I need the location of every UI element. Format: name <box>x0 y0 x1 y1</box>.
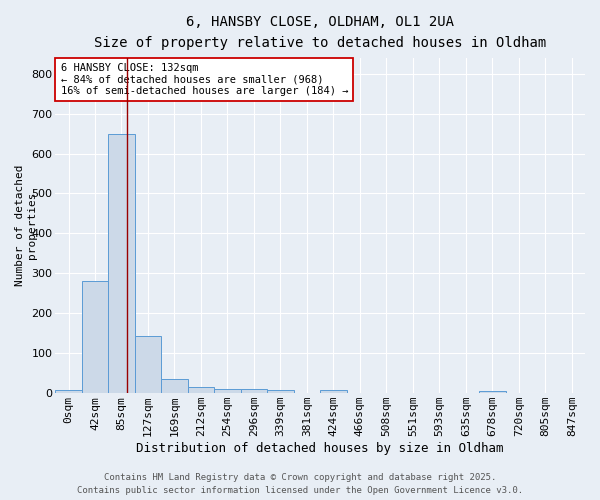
Bar <box>214 389 241 393</box>
Bar <box>82 282 108 393</box>
Y-axis label: Number of detached
properties: Number of detached properties <box>15 164 37 286</box>
Text: Contains HM Land Registry data © Crown copyright and database right 2025.
Contai: Contains HM Land Registry data © Crown c… <box>77 474 523 495</box>
Bar <box>267 390 293 393</box>
Bar <box>241 389 267 393</box>
Bar <box>55 390 82 393</box>
Text: 6 HANSBY CLOSE: 132sqm
← 84% of detached houses are smaller (968)
16% of semi-de: 6 HANSBY CLOSE: 132sqm ← 84% of detached… <box>61 62 348 96</box>
Bar <box>188 387 214 393</box>
Bar <box>135 336 161 393</box>
Bar <box>479 391 506 393</box>
X-axis label: Distribution of detached houses by size in Oldham: Distribution of detached houses by size … <box>136 442 504 455</box>
Bar <box>320 390 347 393</box>
Bar <box>161 379 188 393</box>
Title: 6, HANSBY CLOSE, OLDHAM, OL1 2UA
Size of property relative to detached houses in: 6, HANSBY CLOSE, OLDHAM, OL1 2UA Size of… <box>94 15 546 50</box>
Bar <box>108 134 135 393</box>
